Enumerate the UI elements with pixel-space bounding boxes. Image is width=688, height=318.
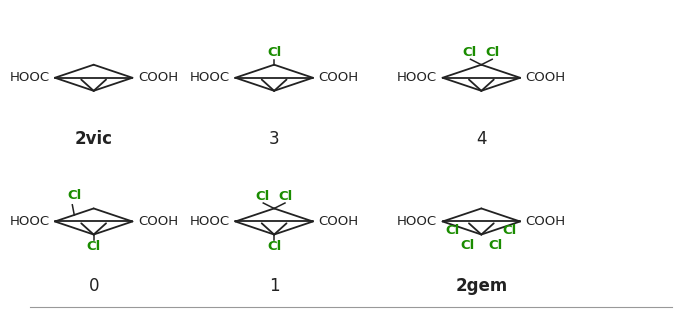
Text: 0: 0 [88,277,99,294]
Text: COOH: COOH [319,215,358,228]
Text: 4: 4 [476,130,486,148]
Text: Cl: Cl [488,239,502,252]
Text: Cl: Cl [446,225,460,238]
Text: Cl: Cl [503,225,517,238]
Text: COOH: COOH [138,71,178,84]
Text: HOOC: HOOC [10,215,50,228]
Text: Cl: Cl [279,190,293,203]
Text: Cl: Cl [267,46,281,59]
Text: Cl: Cl [87,240,100,253]
Text: 3: 3 [269,130,279,148]
Text: COOH: COOH [138,215,178,228]
Text: 2gem: 2gem [455,277,508,294]
Text: COOH: COOH [526,215,566,228]
Text: HOOC: HOOC [397,71,438,84]
Text: COOH: COOH [319,71,358,84]
Text: HOOC: HOOC [190,71,230,84]
Text: 2vic: 2vic [74,130,113,148]
Text: Cl: Cl [255,190,270,203]
Text: Cl: Cl [267,240,281,253]
Text: Cl: Cl [460,239,474,252]
Text: HOOC: HOOC [190,215,230,228]
Text: Cl: Cl [462,46,477,59]
Text: HOOC: HOOC [10,71,50,84]
Text: 1: 1 [269,277,279,294]
Text: Cl: Cl [67,189,81,202]
Text: HOOC: HOOC [397,215,438,228]
Text: COOH: COOH [526,71,566,84]
Text: Cl: Cl [486,46,500,59]
